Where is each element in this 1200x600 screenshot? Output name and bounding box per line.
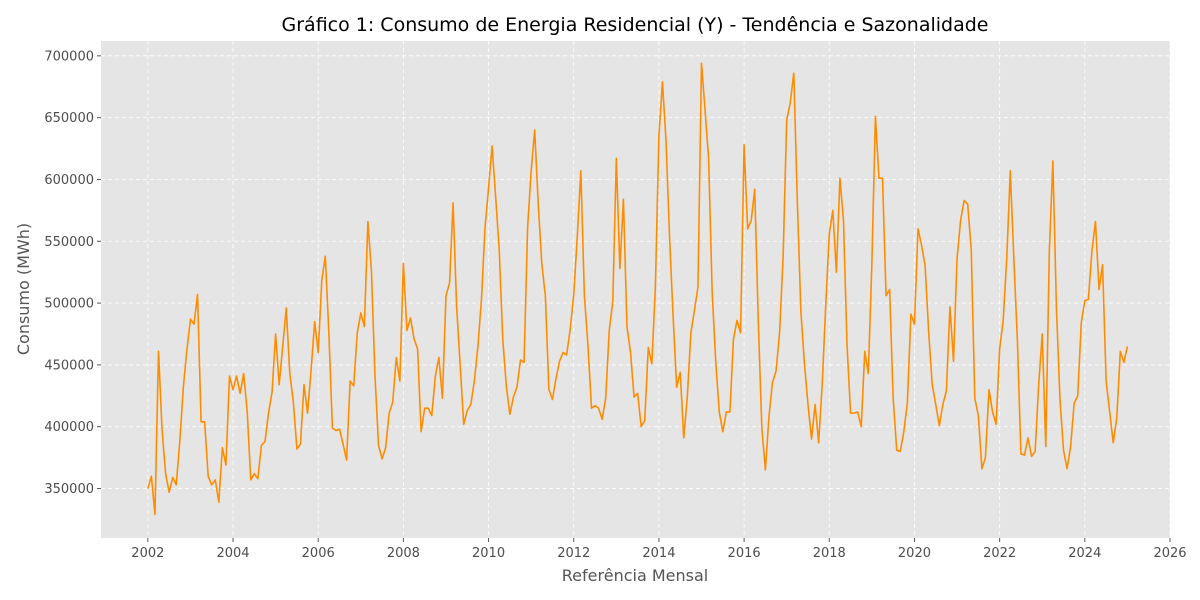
x-tick-label: 2006 — [302, 546, 335, 561]
plot-area — [101, 41, 1170, 538]
x-axis-ticks: 2002 2004 2006 2008 2010 2012 2014 2016 2018 2020… — [131, 538, 1187, 561]
y-axis-ticks: 350000 400000 450000 500000 550000 600000 6500… — [44, 49, 101, 497]
x-tick-label: 2002 — [131, 546, 164, 561]
x-tick-label: 2026 — [1153, 546, 1186, 561]
chart-title: Gráfico 1: Consumo de Energia Residencia… — [282, 14, 989, 36]
x-tick-label: 2024 — [1068, 546, 1101, 561]
y-tick-label: 550000 — [44, 235, 94, 250]
y-tick-label: 400000 — [44, 420, 94, 435]
x-tick-label: 2010 — [472, 546, 505, 561]
y-tick-label: 350000 — [44, 482, 94, 497]
series-line — [147, 62, 1129, 516]
y-tick-label: 500000 — [44, 297, 94, 312]
x-tick-label: 2008 — [387, 546, 420, 561]
y-tick-label: 700000 — [44, 49, 94, 64]
x-tick-label: 2020 — [898, 546, 931, 561]
y-tick-label: 650000 — [44, 111, 94, 126]
x-tick-label: 2004 — [216, 546, 249, 561]
y-tick-label: 450000 — [44, 358, 94, 373]
x-tick-label: 2016 — [728, 546, 761, 561]
x-tick-label: 2012 — [557, 546, 590, 561]
x-tick-label: 2022 — [983, 546, 1016, 561]
x-axis-label: Referência Mensal — [562, 566, 708, 585]
x-tick-label: 2018 — [813, 546, 846, 561]
y-axis-label: Consumo (MWh) — [14, 223, 33, 355]
y-tick-label: 600000 — [44, 173, 94, 188]
x-tick-label: 2014 — [642, 546, 675, 561]
